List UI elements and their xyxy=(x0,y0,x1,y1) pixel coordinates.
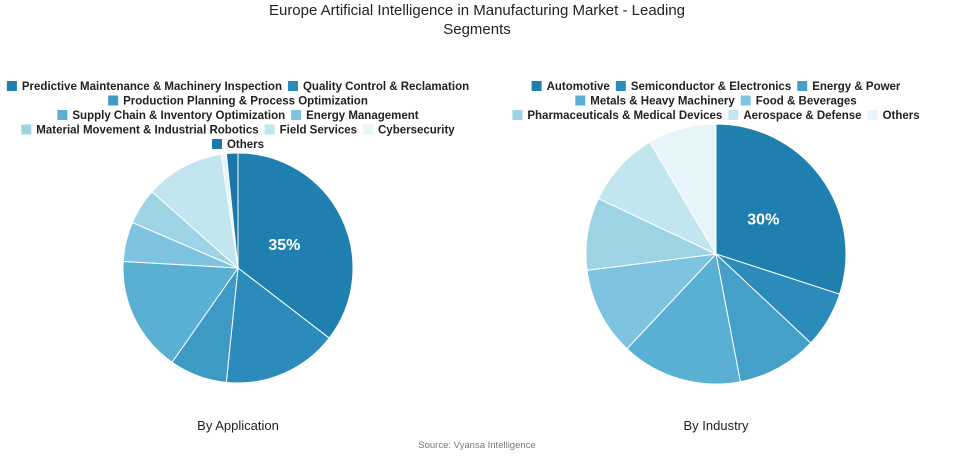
legend-swatch xyxy=(512,110,523,120)
legend-swatch xyxy=(615,81,626,91)
legend-label: Material Movement & Industrial Robotics xyxy=(36,125,258,137)
legend-label: Predictive Maintenance & Machinery Inspe… xyxy=(22,81,282,93)
legend-item-food-and-beverages: Food & Beverages xyxy=(740,95,857,108)
legend-swatch xyxy=(6,81,17,91)
source-note: Source: Vyansa Intelligence xyxy=(418,440,535,451)
legend-swatch xyxy=(291,110,302,120)
pie-slice-others xyxy=(649,123,717,256)
pie-slices xyxy=(585,123,847,385)
legend-label: Others xyxy=(227,139,264,151)
pie-slice-automotive xyxy=(715,123,847,295)
legend-item-metals-and-heavy-machinery: Metals & Heavy Machinery xyxy=(575,95,735,108)
legend-item-cybersecurity: Cybersecurity xyxy=(363,124,455,137)
legend-label: Energy & Power xyxy=(812,81,901,93)
pie-slice-food-and-beverages xyxy=(586,253,718,350)
industry-pie-subtitle: By Industry xyxy=(683,418,749,433)
legend-item-supply-chain-and-inventory-optimization: Supply Chain & Inventory Optimization xyxy=(57,110,285,122)
legend-item-energy-management: Energy Management xyxy=(291,110,419,122)
legend-swatch xyxy=(264,124,275,135)
legend-label: Semiconductor & Electronics xyxy=(631,81,791,93)
legend-swatch xyxy=(108,95,119,106)
legend-label: Field Services xyxy=(280,125,357,137)
legend-label: Production Planning & Process Optimizati… xyxy=(123,96,368,108)
application-pie-subtitle: By Application xyxy=(197,418,279,433)
legend-item-production-planning-and-process-optimization: Production Planning & Process Optimizati… xyxy=(108,95,368,108)
legend-swatch xyxy=(575,95,586,106)
legend: Automotive Semiconductor & Electronics Ene… xyxy=(512,81,920,122)
legend-item-others: Others xyxy=(867,110,920,122)
legend-item-energy-and-power: Energy & Power xyxy=(797,81,901,93)
legend-swatch xyxy=(57,110,68,120)
legend-item-predictive-maintenance-and-machinery-inspection: Predictive Maintenance & Machinery Inspe… xyxy=(6,81,282,93)
slice-percent-label: 30% xyxy=(747,212,779,229)
slice-percent-label: 35% xyxy=(268,237,300,254)
legend-swatch xyxy=(740,95,751,106)
legend-swatch xyxy=(728,110,739,120)
legend-item-aerospace-and-defense: Aerospace & Defense xyxy=(728,110,862,122)
legend-item-semiconductor-and-electronics: Semiconductor & Electronics xyxy=(615,81,791,93)
legend-label: Metals & Heavy Machinery xyxy=(590,96,735,108)
legend-swatch xyxy=(531,81,542,91)
legend-swatch xyxy=(363,124,374,135)
legend-item-automotive: Automotive xyxy=(531,81,610,93)
application-pie-chart: Predictive Maintenance & Machinery Inspe… xyxy=(6,81,469,384)
legend-swatch xyxy=(867,110,878,120)
legend-item-field-services: Field Services xyxy=(264,124,357,137)
legend: Predictive Maintenance & Machinery Inspe… xyxy=(6,81,469,151)
chart-title-line-2: Segments xyxy=(443,21,511,38)
legend-label: Quality Control & Reclamation xyxy=(303,81,469,93)
legend-label: Energy Management xyxy=(306,110,419,122)
legend-label: Supply Chain & Inventory Optimization xyxy=(72,110,285,122)
pie-slice-aerospace-and-defense xyxy=(597,141,718,256)
legend-swatch xyxy=(797,81,808,91)
legend-label: Aerospace & Defense xyxy=(743,110,861,122)
legend-item-pharmaceuticals-and-medical-devices: Pharmaceuticals & Medical Devices xyxy=(512,110,722,122)
legend-label: Pharmaceuticals & Medical Devices xyxy=(527,110,722,122)
pie-slice-supply-chain-and-inventory-optimization xyxy=(122,260,239,363)
legend-label: Automotive xyxy=(547,81,610,93)
legend-item-material-movement-and-industrial-robotics: Material Movement & Industrial Robotics xyxy=(21,124,259,137)
legend-item-others: Others xyxy=(211,139,264,151)
industry-pie-chart: Automotive Semiconductor & Electronics Ene… xyxy=(512,81,920,385)
pie-slice-energy-and-power xyxy=(715,252,812,383)
pie-slice-quality-control-and-reclamation xyxy=(225,267,330,384)
legend-label: Others xyxy=(883,110,920,122)
legend-label: Food & Beverages xyxy=(756,96,857,108)
legend-swatch xyxy=(211,139,222,149)
chart-title-line-1: Europe Artificial Intelligence in Manufa… xyxy=(269,2,685,19)
pie-slices xyxy=(122,152,354,384)
pie-slice-metals-and-heavy-machinery xyxy=(626,252,741,385)
legend-item-quality-control-and-reclamation: Quality Control & Reclamation xyxy=(287,81,469,93)
pie-slice-others xyxy=(225,152,239,269)
legend-swatch xyxy=(287,81,298,91)
legend-label: Cybersecurity xyxy=(378,125,455,137)
legend-swatch xyxy=(21,124,32,135)
pie-slice-predictive-maintenance-and-machinery-inspection xyxy=(237,152,354,339)
pie-slice-field-services xyxy=(151,153,239,270)
